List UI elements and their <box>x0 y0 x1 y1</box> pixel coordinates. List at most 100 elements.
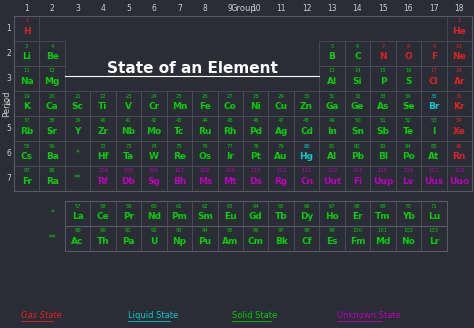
Text: 30: 30 <box>303 93 310 98</box>
Text: 22: 22 <box>100 93 107 98</box>
Text: Bk: Bk <box>275 237 288 246</box>
Bar <box>421 166 447 191</box>
Bar <box>268 201 294 226</box>
Text: 81: 81 <box>328 144 336 149</box>
Text: Xe: Xe <box>453 127 466 136</box>
Text: 16: 16 <box>403 4 413 13</box>
Bar <box>268 141 294 166</box>
Bar <box>116 116 141 141</box>
Bar <box>218 141 243 166</box>
Text: Ac: Ac <box>72 237 84 246</box>
Text: La: La <box>72 212 83 221</box>
Text: 37: 37 <box>23 118 30 124</box>
Text: Br: Br <box>428 102 439 111</box>
Bar <box>370 66 396 91</box>
Bar <box>370 226 396 251</box>
Bar <box>141 91 167 116</box>
Bar <box>370 116 396 141</box>
Text: 41: 41 <box>125 118 132 124</box>
Text: 33: 33 <box>380 93 386 98</box>
Text: H: H <box>23 27 30 36</box>
Text: Hg: Hg <box>300 152 314 161</box>
Bar <box>218 91 243 116</box>
Text: Solid State: Solid State <box>232 312 277 320</box>
Bar <box>396 141 421 166</box>
Bar <box>65 116 91 141</box>
Text: 2: 2 <box>6 49 11 58</box>
Text: Period: Period <box>2 90 11 117</box>
Text: Am: Am <box>222 237 238 246</box>
Text: Fi: Fi <box>353 177 362 186</box>
Text: Pb: Pb <box>351 152 364 161</box>
Text: Zr: Zr <box>98 127 109 136</box>
Text: 65: 65 <box>278 203 284 209</box>
Text: 109: 109 <box>225 169 235 174</box>
Text: 62: 62 <box>201 203 208 209</box>
Text: Sm: Sm <box>197 212 213 221</box>
Bar <box>345 116 370 141</box>
Text: 50: 50 <box>354 118 361 124</box>
Bar <box>14 91 39 116</box>
Text: 76: 76 <box>201 144 208 149</box>
Text: 116: 116 <box>403 169 413 174</box>
Bar <box>14 116 39 141</box>
Text: Lr: Lr <box>428 237 439 246</box>
Text: As: As <box>377 102 389 111</box>
Text: 89: 89 <box>74 229 81 234</box>
Bar <box>447 141 472 166</box>
Bar <box>14 141 39 166</box>
Bar <box>345 166 370 191</box>
Text: I: I <box>432 127 436 136</box>
Bar <box>91 201 116 226</box>
Text: Pd: Pd <box>249 127 262 136</box>
Text: Kr: Kr <box>454 102 465 111</box>
Text: 87: 87 <box>23 169 30 174</box>
Text: 106: 106 <box>149 169 159 174</box>
Bar <box>319 226 345 251</box>
Bar <box>218 226 243 251</box>
Text: Cl: Cl <box>429 77 439 86</box>
Text: Ba: Ba <box>46 152 59 161</box>
Text: Dy: Dy <box>300 212 313 221</box>
Text: Yb: Yb <box>402 212 415 221</box>
Text: 23: 23 <box>125 93 132 98</box>
Text: Re: Re <box>173 152 186 161</box>
Text: Sb: Sb <box>376 127 389 136</box>
Text: 88: 88 <box>49 169 55 174</box>
Bar <box>167 226 192 251</box>
Text: 103: 103 <box>429 229 439 234</box>
Bar <box>319 66 345 91</box>
Text: Lu: Lu <box>428 212 440 221</box>
Text: 20: 20 <box>49 93 55 98</box>
Text: 105: 105 <box>123 169 134 174</box>
Text: 74: 74 <box>151 144 157 149</box>
Text: Rn: Rn <box>453 152 466 161</box>
Text: 61: 61 <box>176 203 183 209</box>
Bar <box>447 41 472 66</box>
Bar <box>319 201 345 226</box>
Text: *: * <box>76 149 80 158</box>
Text: 86: 86 <box>456 144 463 149</box>
Text: 15: 15 <box>378 4 388 13</box>
Text: Ta: Ta <box>123 152 134 161</box>
Text: 82: 82 <box>354 144 361 149</box>
Text: Eu: Eu <box>224 212 237 221</box>
Text: 8: 8 <box>202 4 207 13</box>
Bar <box>14 166 39 191</box>
Text: 93: 93 <box>176 229 182 234</box>
Bar <box>319 91 345 116</box>
Text: 35: 35 <box>430 93 437 98</box>
Text: 3: 3 <box>6 74 11 83</box>
Bar <box>421 201 447 226</box>
Text: Unknown State: Unknown State <box>337 312 401 320</box>
Text: 8: 8 <box>407 44 410 49</box>
Text: Hf: Hf <box>97 152 109 161</box>
Text: Group: Group <box>230 4 256 13</box>
Text: Sn: Sn <box>351 127 364 136</box>
Text: Fm: Fm <box>350 237 365 246</box>
Text: 73: 73 <box>125 144 132 149</box>
Text: Rg: Rg <box>274 177 288 186</box>
Bar <box>345 141 370 166</box>
Bar <box>65 91 91 116</box>
Text: 47: 47 <box>278 118 284 124</box>
